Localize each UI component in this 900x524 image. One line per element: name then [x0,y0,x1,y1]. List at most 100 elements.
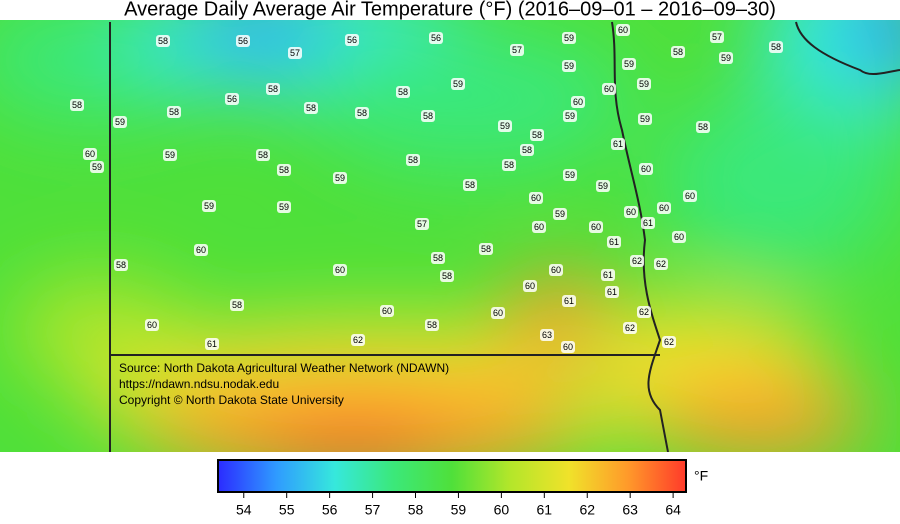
station-value: 62 [656,259,666,269]
station-box [623,322,637,334]
station-box [277,164,291,176]
station-value: 58 [408,155,418,165]
station-box [491,307,505,319]
station-value: 59 [335,173,345,183]
station-box [83,148,97,160]
station-value: 58 [158,36,168,46]
station-value: 58 [279,165,289,175]
station-value: 58 [357,108,367,118]
station-box [425,319,439,331]
colorbar-tick-label: 56 [322,502,338,518]
colorbar-tick-label: 62 [579,502,595,518]
colorbar-tick-label: 61 [537,502,553,518]
station-value: 59 [204,201,214,211]
colorbar-tick-label: 60 [494,502,510,518]
source-line: https://ndawn.ndsu.nodak.edu [119,377,279,391]
colorbar-unit: °F [694,468,708,484]
station-value: 59 [279,202,289,212]
station-value: 62 [664,337,674,347]
station-value: 58 [465,180,475,190]
station-box [529,192,543,204]
station-box [562,32,576,44]
station-value: 58 [423,111,433,121]
colorbar-tick-label: 55 [279,502,295,518]
station-value: 59 [555,209,565,219]
station-value: 60 [85,149,95,159]
station-box [563,169,577,181]
station-box [662,336,676,348]
station-value: 58 [481,244,491,254]
station-box [607,236,621,248]
station-box [637,306,651,318]
station-value: 60 [382,306,392,316]
station-value: 60 [493,308,503,318]
station-value: 58 [427,320,437,330]
station-box [333,264,347,276]
station-box [266,83,280,95]
station-box [90,161,104,173]
station-value: 56 [347,35,357,45]
station-box [429,32,443,44]
station-value: 60 [525,281,535,291]
station-value: 59 [639,79,649,89]
station-value: 60 [685,191,695,201]
station-box [563,110,577,122]
station-box [589,221,603,233]
station-value: 57 [712,32,722,42]
station-value: 61 [607,287,617,297]
station-value: 59 [92,162,102,172]
station-box [510,44,524,56]
station-box [562,60,576,72]
station-box [304,102,318,114]
station-box [596,180,610,192]
station-value: 59 [564,61,574,71]
station-box [194,244,208,256]
station-box [451,78,465,90]
station-value: 60 [674,232,684,242]
station-box [351,334,365,346]
station-box [333,172,347,184]
station-value: 60 [147,320,157,330]
station-value: 59 [624,59,634,69]
station-box [553,208,567,220]
station-box [672,231,686,243]
station-value: 57 [417,219,427,229]
station-box [70,99,84,111]
station-value: 60 [335,265,345,275]
station-box [696,121,710,133]
station-box [406,154,420,166]
station-value: 58 [232,300,242,310]
station-value: 58 [398,87,408,97]
station-box [641,217,655,229]
station-value: 61 [564,296,574,306]
station-box [654,258,668,270]
station-value: 59 [565,111,575,121]
station-value: 60 [531,193,541,203]
station-value: 58 [72,100,82,110]
station-value: 58 [116,260,126,270]
station-box [561,341,575,353]
station-box [630,255,644,267]
station-value: 58 [673,47,683,57]
station-value: 60 [618,25,628,35]
station-box [639,163,653,175]
source-line: Copyright © North Dakota State Universit… [119,393,344,407]
station-box [638,113,652,125]
station-box [156,35,170,47]
station-box [380,305,394,317]
station-box [602,83,616,95]
station-value: 60 [534,222,544,232]
station-value: 61 [643,218,653,228]
station-box [601,269,615,281]
station-box [622,58,636,70]
station-value: 58 [532,130,542,140]
station-value: 61 [207,339,217,349]
station-value: 61 [603,270,613,280]
station-box [225,93,239,105]
colorbar-tick-label: 63 [622,502,638,518]
station-value: 57 [512,45,522,55]
station-box [769,41,783,53]
state-border [109,21,900,452]
station-value: 59 [565,170,575,180]
station-box [540,329,554,341]
